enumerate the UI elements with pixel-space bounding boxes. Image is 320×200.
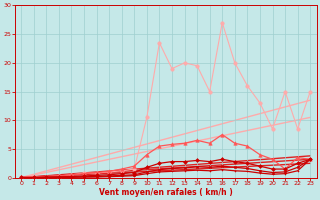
X-axis label: Vent moyen/en rafales ( km/h ): Vent moyen/en rafales ( km/h ): [99, 188, 233, 197]
